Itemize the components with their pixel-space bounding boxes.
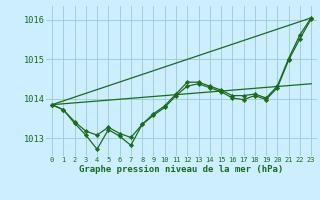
X-axis label: Graphe pression niveau de la mer (hPa): Graphe pression niveau de la mer (hPa) <box>79 165 284 174</box>
